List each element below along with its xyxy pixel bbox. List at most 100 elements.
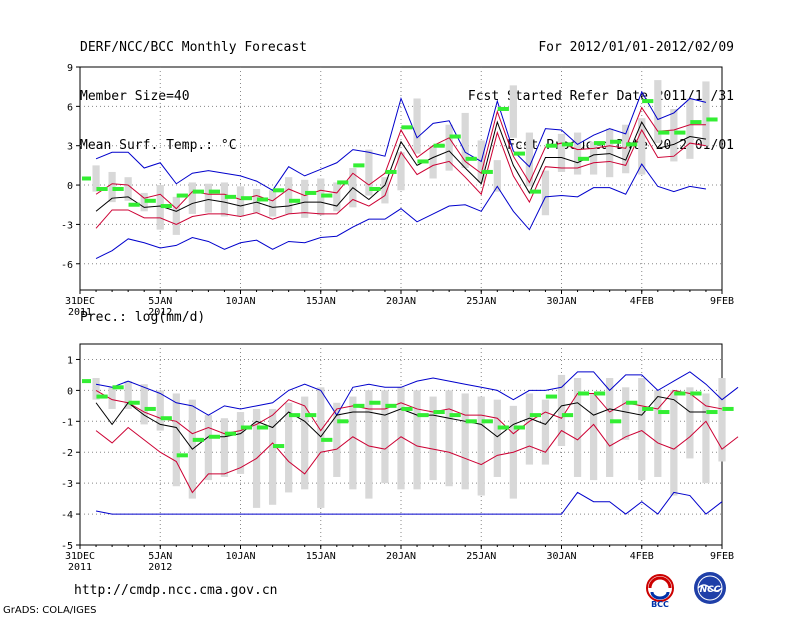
spread-box	[188, 182, 196, 214]
spread-box	[124, 381, 132, 409]
median-mark	[401, 406, 413, 411]
median-mark	[240, 196, 253, 201]
x-tick-label: 4FEB	[630, 551, 654, 562]
median-mark	[513, 151, 525, 156]
x-tick-label: 4FEB	[630, 296, 654, 307]
median-mark	[449, 134, 461, 139]
spread-box	[236, 186, 245, 217]
median-mark	[208, 434, 221, 439]
median-mark	[593, 391, 606, 396]
spread-box	[654, 80, 662, 144]
spread-box	[365, 149, 373, 196]
x-tick-label: 2011	[68, 562, 92, 573]
spread-box	[670, 108, 678, 162]
spread-box	[493, 399, 501, 477]
spread-box	[172, 196, 180, 235]
spread-box	[477, 396, 485, 496]
median-mark	[224, 431, 237, 436]
median-mark	[706, 117, 718, 122]
median-mark	[160, 204, 172, 209]
median-mark	[337, 180, 349, 185]
median-mark	[706, 410, 718, 415]
spread-box	[718, 378, 726, 462]
x-tick-label: 25JAN	[466, 551, 496, 562]
median-mark	[577, 156, 590, 161]
spread-box	[397, 387, 405, 490]
x-tick-label: 2012	[148, 562, 172, 573]
x-tick-label: 2011	[68, 307, 92, 318]
median-mark	[337, 419, 349, 424]
spread-box	[381, 390, 389, 484]
median-mark	[626, 400, 638, 405]
x-tick-label: 15JAN	[306, 551, 336, 562]
median-mark	[593, 141, 606, 146]
median-mark	[321, 193, 333, 198]
spread-box	[606, 378, 614, 477]
series-upper-line	[95, 389, 723, 435]
median-mark	[577, 391, 590, 396]
spread-box	[413, 98, 421, 154]
spread-box	[702, 393, 710, 484]
spread-box	[525, 132, 534, 187]
series-min-line	[95, 491, 723, 515]
footer-url[interactable]: http://cmdp.ncc.cma.gov.cn	[74, 583, 278, 598]
median-mark	[610, 139, 622, 144]
median-mark	[369, 400, 381, 405]
median-mark	[224, 194, 237, 199]
spread-box	[285, 402, 293, 493]
x-tick-label: 30JAN	[546, 551, 576, 562]
median-mark	[176, 453, 188, 458]
median-mark	[674, 391, 686, 396]
median-mark	[112, 186, 124, 191]
spread-box	[589, 141, 598, 175]
median-mark	[433, 143, 445, 148]
spread-box	[573, 378, 582, 477]
spread-box	[670, 390, 678, 496]
spread-box	[333, 402, 341, 477]
spread-box	[108, 171, 116, 203]
median-mark	[353, 163, 365, 168]
median-mark	[417, 159, 429, 164]
median-mark	[208, 189, 221, 194]
median-mark	[610, 419, 622, 424]
x-tick-label: 2012	[148, 307, 172, 318]
median-mark	[545, 394, 558, 399]
series-max-line	[95, 371, 739, 417]
header-start-date: Fcst Started Refer Date 2011/12/31	[467, 89, 734, 104]
median-mark	[642, 99, 654, 104]
series-mean-line	[95, 120, 707, 212]
y-tick-label: 0	[67, 181, 73, 192]
median-mark	[658, 410, 670, 415]
logos: BCC NCC	[646, 572, 726, 609]
spread-box	[525, 393, 534, 465]
median-mark	[449, 413, 461, 418]
median-mark	[321, 437, 333, 442]
x-tick-label: 20JAN	[386, 296, 416, 307]
panel-title: Prec.: log(mm/d)	[80, 310, 205, 325]
median-mark	[144, 406, 156, 411]
spread-box	[317, 387, 325, 508]
spread-box	[622, 387, 630, 440]
median-mark	[353, 403, 365, 408]
median-mark	[369, 186, 381, 191]
median-mark	[240, 425, 253, 430]
spread-box	[92, 378, 100, 400]
median-mark	[82, 176, 91, 181]
spread-box	[301, 179, 309, 218]
spread-box	[252, 188, 261, 213]
median-mark	[722, 406, 734, 411]
median-mark	[176, 193, 188, 198]
x-tick-label: 10JAN	[225, 551, 255, 562]
median-mark	[690, 391, 702, 396]
median-mark	[192, 437, 204, 442]
grads-credit: GrADS: COLA/IGES	[3, 605, 97, 616]
spread-box	[333, 182, 341, 212]
median-mark	[128, 400, 140, 405]
x-tick-label: 9FEB	[710, 551, 734, 562]
median-mark	[272, 188, 285, 193]
median-mark	[481, 419, 493, 424]
ncc-logo-text: NCC	[700, 585, 721, 595]
series-max-line	[95, 90, 707, 191]
median-mark	[192, 189, 204, 194]
